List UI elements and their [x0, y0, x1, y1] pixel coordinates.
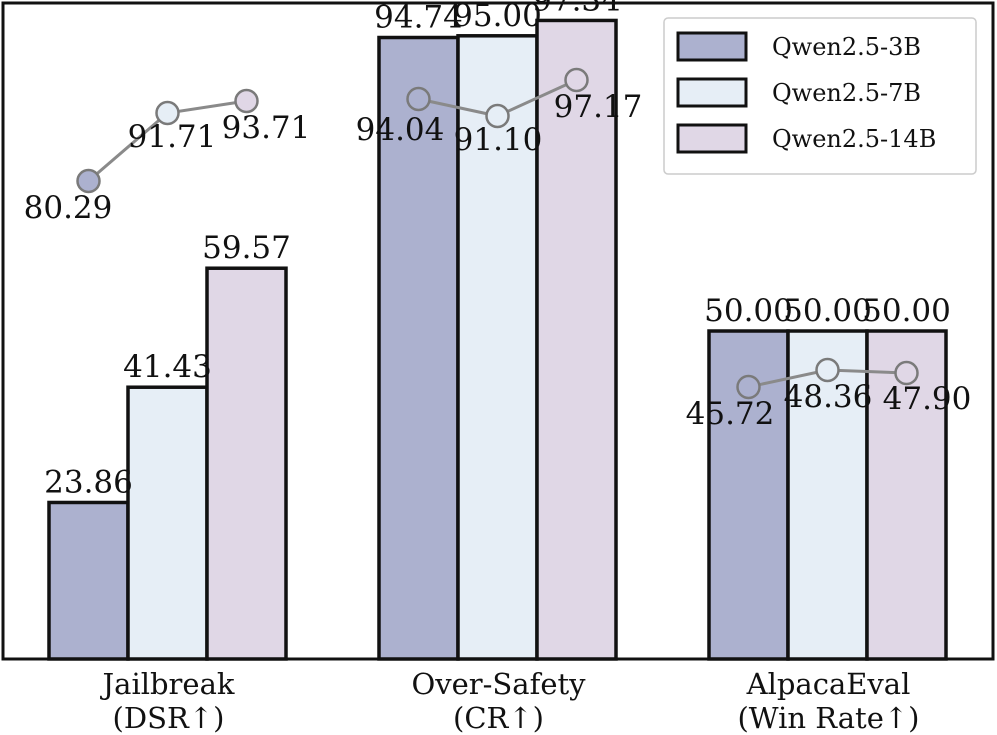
line-value-label: 91.71	[128, 119, 217, 155]
bar-qwen2-5-14b-1	[535, 18, 618, 661]
line-point	[155, 100, 180, 126]
legend-swatch	[676, 123, 748, 154]
bar-value-label: 41.43	[123, 349, 212, 385]
line-point	[815, 357, 840, 383]
line-value-label: 45.72	[686, 396, 775, 432]
x-tick-label: Jailbreak	[100, 667, 235, 701]
line-value-label: 80.29	[24, 190, 113, 226]
ticks-layer: Jailbreak(DSR↑) Over-Safety(CR↑) AlpacaEva…	[100, 667, 920, 735]
legend-label: Qwen2.5-14B	[772, 125, 936, 153]
x-tick-sublabel: (Win Rate↑)	[737, 701, 919, 735]
line-point	[564, 67, 589, 93]
bar-value-label: 23.86	[44, 464, 133, 500]
line-value-label: 47.90	[883, 381, 972, 417]
bar-value-label: 50.00	[862, 293, 951, 329]
lines-layer	[76, 67, 919, 400]
line-value-label: 97.17	[554, 89, 643, 125]
line-point	[406, 86, 431, 112]
bars-layer	[47, 18, 948, 661]
x-tick-sublabel: (DSR↑)	[113, 701, 225, 735]
plot-frame	[1, 1, 995, 661]
bar-value-label: 59.57	[202, 230, 291, 266]
line-value-label: 91.10	[454, 122, 543, 158]
x-tick-sublabel: (CR↑)	[453, 701, 544, 735]
x-tick-label: AlpacaEval	[746, 667, 911, 701]
bar-qwen2-5-7b-2	[786, 329, 869, 661]
legend-label: Qwen2.5-7B	[772, 79, 921, 107]
bar-labels-layer: 23.8641.4359.5794.7495.0097.3450.0050.00…	[44, 0, 951, 500]
line-point	[736, 374, 761, 400]
line-value-label: 93.71	[222, 110, 311, 146]
line-point	[894, 360, 919, 386]
line-point	[234, 88, 259, 114]
legend: Qwen2.5-3B Qwen2.5-7B Qwen2.5-14B	[663, 17, 977, 175]
line-labels-layer: 80.29 91.71 93.71 94.04 91.10 97.17 45.72 48.36…	[24, 89, 972, 432]
bar-value-label: 94.74	[374, 0, 463, 36]
legend-label: Qwen2.5-3B	[772, 33, 921, 61]
legend-swatch	[676, 31, 748, 62]
bar-qwen2-5-14b-0	[205, 266, 288, 661]
bar-value-label: 97.34	[532, 0, 621, 18]
bar-qwen2-5-7b-0	[126, 385, 209, 661]
line-value-label: 48.36	[784, 379, 873, 415]
legend-swatch	[676, 77, 748, 108]
x-tick-label: Over-Safety	[411, 667, 586, 701]
line-value-label: 94.04	[356, 112, 445, 148]
bar-qwen2-5-3b-0	[47, 500, 130, 661]
bar-value-label: 50.00	[704, 293, 793, 329]
line-point	[76, 168, 101, 194]
line-point	[485, 103, 510, 129]
bar-value-label: 95.00	[453, 0, 542, 34]
bar-value-label: 50.00	[783, 293, 872, 329]
